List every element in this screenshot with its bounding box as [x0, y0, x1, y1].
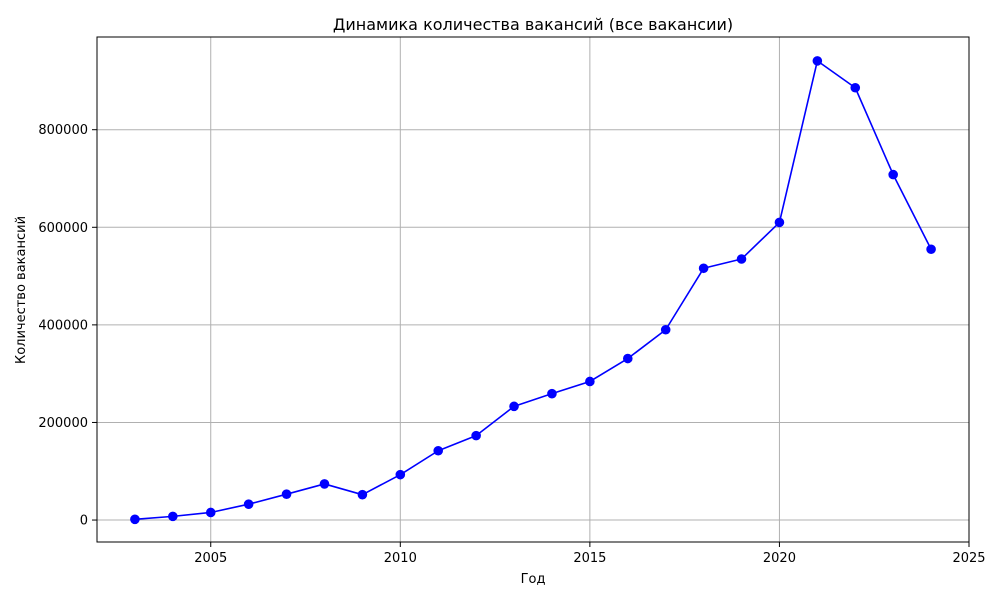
x-tick-label: 2020 — [763, 551, 796, 566]
data-point-2008[interactable] — [319, 479, 330, 489]
data-point-2011[interactable] — [433, 445, 444, 456]
data-point-2020[interactable] — [774, 217, 785, 228]
data-point-2010[interactable] — [395, 469, 406, 480]
data-point-2005[interactable] — [205, 507, 216, 518]
data-point-2012[interactable] — [471, 430, 481, 441]
data-point-2024[interactable] — [926, 244, 936, 255]
data-point-2022[interactable] — [850, 82, 861, 93]
x-tick-label: 2005 — [194, 551, 227, 566]
x-tick-label: 2025 — [952, 551, 985, 566]
grid-lines — [97, 37, 970, 542]
data-point-2021[interactable] — [812, 56, 823, 66]
y-tick-label: 800000 — [38, 123, 88, 138]
series-line-layer — [134, 60, 932, 521]
y-tick-label: 200000 — [38, 416, 88, 431]
data-point-2019[interactable] — [736, 254, 747, 264]
data-point-2004[interactable] — [168, 511, 178, 522]
data-point-2023[interactable] — [888, 169, 898, 180]
x-tick-label: 2015 — [573, 551, 606, 566]
x-axis-title: Год — [521, 572, 546, 587]
data-point-2017[interactable] — [660, 324, 671, 335]
data-point-2015[interactable] — [585, 376, 595, 387]
chart-title: Динамика количества вакансий (все ваканс… — [333, 15, 733, 34]
data-point-2018[interactable] — [698, 263, 709, 274]
data-point-2009[interactable] — [357, 489, 368, 500]
series-line — [134, 60, 932, 521]
data-point-2016[interactable] — [622, 353, 633, 364]
data-point-2006[interactable] — [243, 499, 254, 509]
data-point-2013[interactable] — [509, 401, 519, 412]
y-tick-label: 0 — [80, 514, 88, 529]
y-tick-label: 600000 — [38, 221, 88, 236]
x-tick-label: 2010 — [384, 551, 417, 566]
data-point-2014[interactable] — [547, 388, 557, 399]
data-points-layer — [130, 56, 936, 525]
data-point-2007[interactable] — [281, 489, 292, 499]
y-axis-title: Количество вакансий — [14, 216, 29, 364]
data-point-2003[interactable] — [130, 514, 140, 525]
axis-ticks: 2005 2010 2015 2020 2025 0 200000 400000 600000 8… — [38, 123, 985, 566]
plot-frame — [96, 36, 970, 543]
y-tick-label: 400000 — [38, 318, 88, 333]
